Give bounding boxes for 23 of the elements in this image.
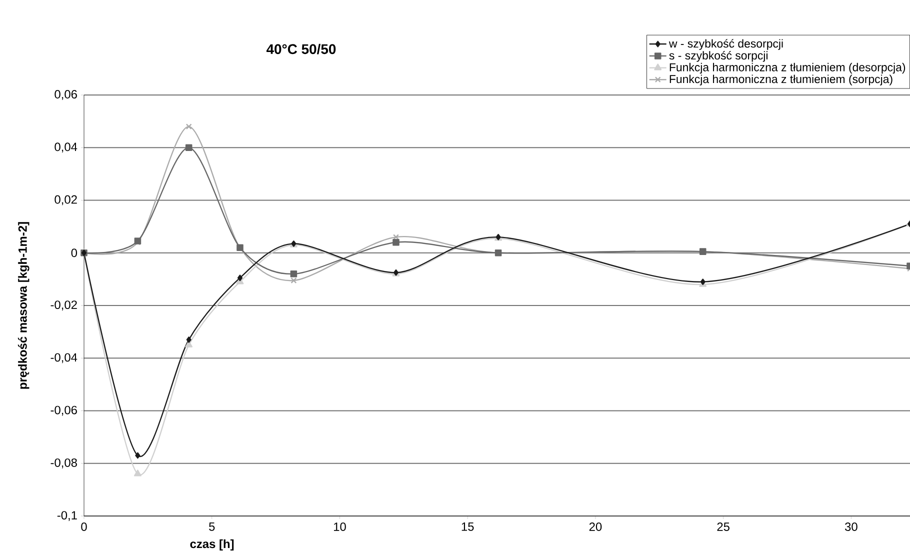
chart-title: 40°C 50/50: [266, 44, 336, 54]
y-tick-label: -0,1: [57, 511, 77, 521]
x-tick-label: 15: [462, 522, 474, 531]
legend-label: s - szybkość sorpcji: [669, 50, 768, 62]
y-tick-label: 0,02: [54, 195, 77, 206]
legend-label: w - szybkość desorpcji: [668, 39, 783, 50]
x-tick-label: 0: [81, 522, 87, 531]
x-tick-label: 25: [717, 522, 730, 531]
legend-label: Funkcja harmoniczna z tłumieniem (sorpcja): [670, 74, 892, 86]
y-tick-label: 0,04: [54, 142, 78, 153]
y-tick-label: 0,06: [54, 90, 77, 100]
y-tick-label: -0,06: [50, 406, 77, 416]
y-tick-label: -0,02: [50, 300, 77, 310]
legend-label: Funkcja harmoniczna z tłumieniem (desorpcja): [670, 62, 906, 74]
y-axis-title: prędkość masowa [kgh-1m-2]: [18, 222, 30, 389]
x-tick-label: 5: [209, 522, 215, 531]
x-tick-label: 30: [844, 522, 858, 531]
y-tick-label: -0,08: [50, 458, 77, 468]
x-tick-label: 20: [589, 522, 602, 531]
y-tick-label: 0: [71, 248, 78, 258]
x-tick-label: 10: [334, 522, 346, 531]
x-axis-title: czas [h]: [190, 539, 234, 550]
y-tick-label: -0,04: [50, 353, 78, 364]
